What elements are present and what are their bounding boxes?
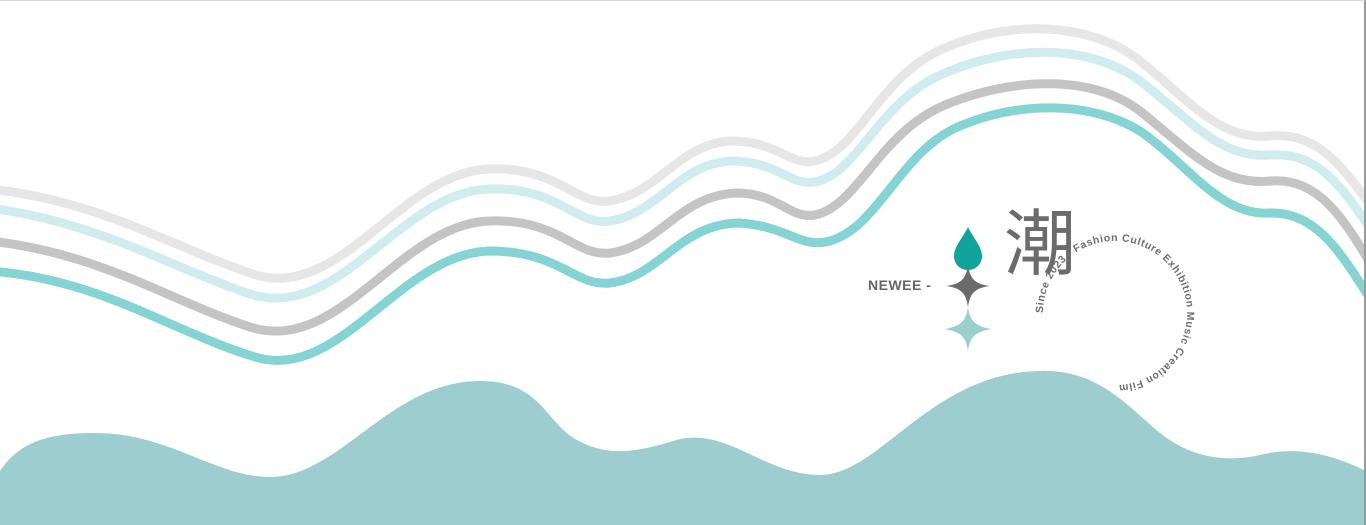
- wave-line-gray: [0, 79, 1364, 336]
- wave-line-pale-cyan: [0, 47, 1364, 303]
- wave-line-light-gray: [0, 24, 1364, 283]
- sparkle-icon: [945, 307, 991, 351]
- hills-base-band: [0, 479, 1364, 525]
- brand-emblem: NEWEE - 潮 Since 2023 - Fashion Culture E…: [868, 202, 1196, 394]
- emblem-ring-text: Since 2023 - Fashion Culture Exhibition …: [1034, 232, 1196, 394]
- emblem-glyph: 潮: [1004, 202, 1076, 286]
- brand-label: NEWEE -: [868, 277, 931, 293]
- wave-lines: [0, 24, 1364, 365]
- wave-line-teal: [0, 103, 1364, 365]
- drop-icon: [954, 227, 982, 270]
- sparkle-icon: [946, 265, 990, 307]
- emblem-ring-textpath: Since 2023 - Fashion Culture Exhibition …: [1034, 232, 1196, 394]
